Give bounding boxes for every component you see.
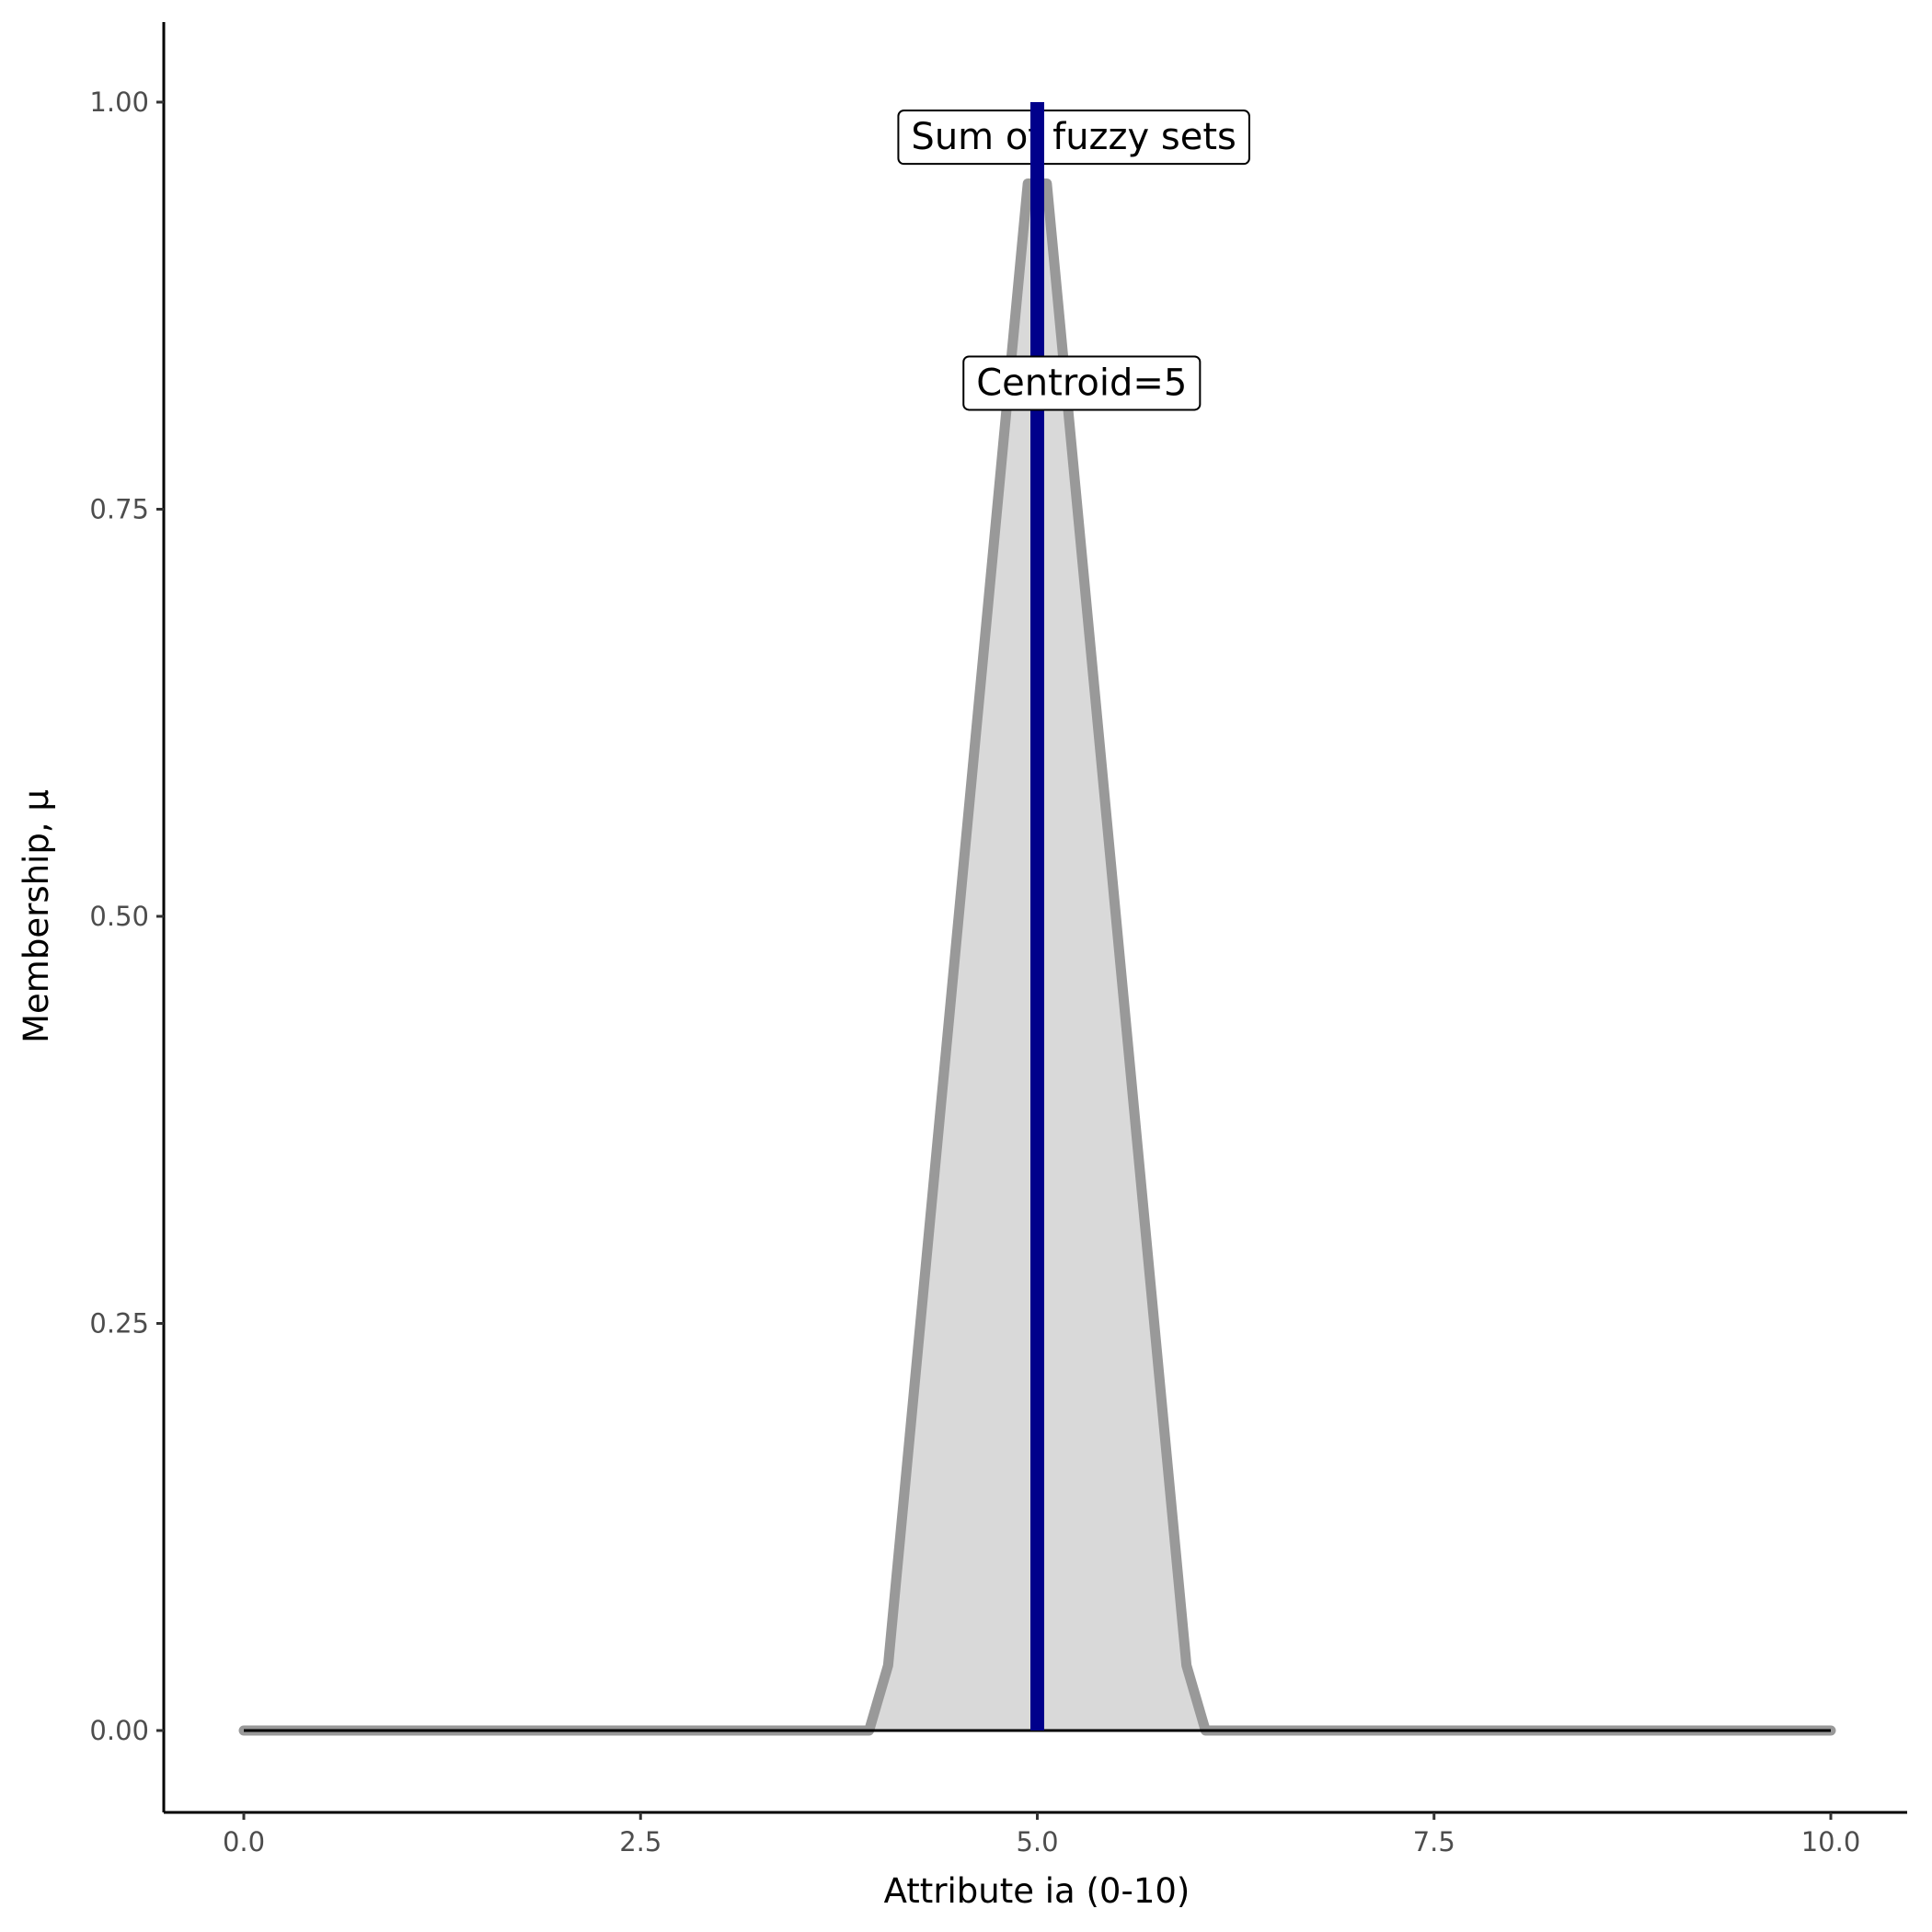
y-axis-title: Membership, μ xyxy=(17,789,56,1043)
x-tick-label: 7.5 xyxy=(1413,1826,1455,1857)
x-tick-label: 10.0 xyxy=(1801,1826,1861,1857)
y-tick-label: 0.00 xyxy=(89,1715,149,1746)
y-tick-label: 0.50 xyxy=(89,901,149,932)
centroid-label: Centroid=5 xyxy=(962,355,1202,411)
x-tick-label: 2.5 xyxy=(619,1826,661,1857)
y-tick-label: 1.00 xyxy=(89,86,149,118)
label-box xyxy=(897,109,1250,166)
label-text: Sum of fuzzy sets xyxy=(911,116,1236,158)
y-tick-label: 0.25 xyxy=(89,1308,149,1340)
label-text: Centroid=5 xyxy=(976,362,1187,404)
x-tick-label: 5.0 xyxy=(1016,1826,1058,1857)
label-box xyxy=(962,355,1202,411)
y-tick-label: 0.75 xyxy=(89,494,149,525)
x-axis-title: Attribute ia (0-10) xyxy=(884,1871,1190,1911)
sum-label: Sum of fuzzy sets xyxy=(897,109,1250,166)
x-tick-label: 0.0 xyxy=(223,1826,265,1857)
